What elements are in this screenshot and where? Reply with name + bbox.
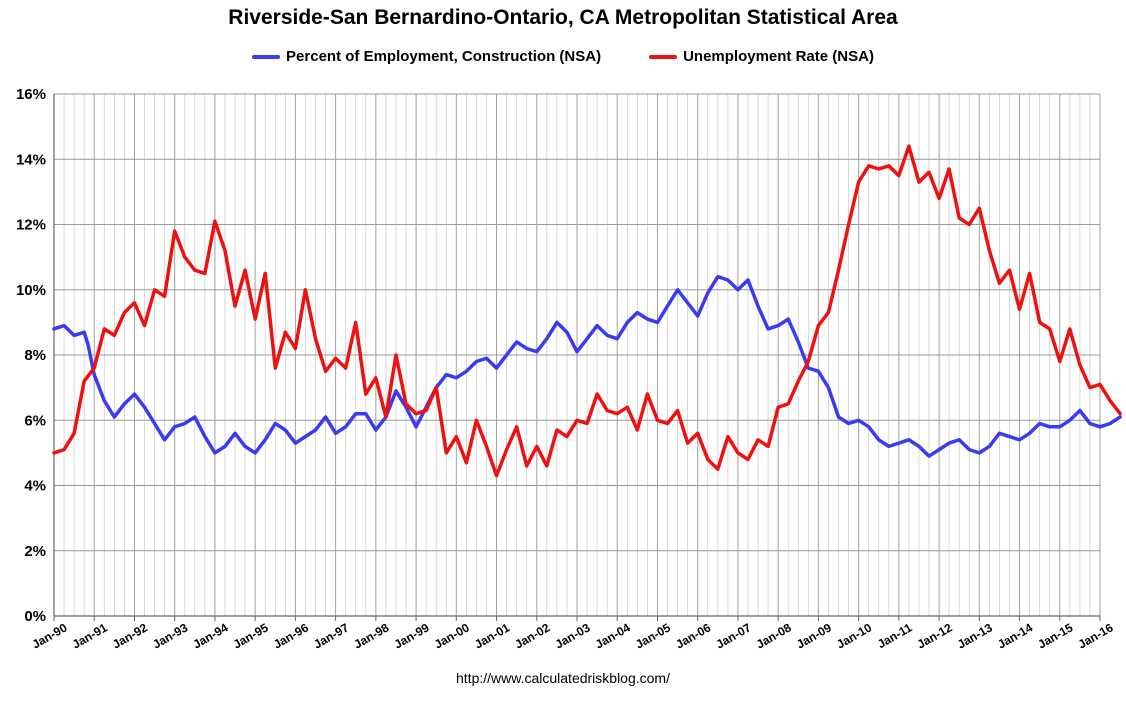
x-tick-label: Jan-14	[995, 620, 1035, 651]
x-tick-label: Jan-15	[1035, 620, 1075, 651]
legend-swatch-construction	[252, 54, 281, 59]
x-tick-label: Jan-04	[593, 620, 633, 651]
legend-entry-unemployment: Unemployment Rate (NSA)	[649, 48, 874, 65]
legend-label-unemployment: Unemployment Rate (NSA)	[683, 48, 874, 65]
x-tick-label: Jan-00	[432, 620, 472, 651]
x-tick-label: Jan-12	[915, 620, 955, 651]
x-tick-label: Jan-07	[713, 620, 753, 651]
chart-title: Riverside-San Bernardino-Ontario, CA Met…	[228, 6, 898, 29]
x-tick-label: Jan-97	[311, 620, 351, 651]
x-tick-label: Jan-05	[633, 620, 673, 651]
x-tick-label: Jan-08	[754, 620, 794, 651]
y-tick-label: 4%	[24, 478, 46, 495]
x-tick-label: Jan-06	[673, 620, 713, 651]
x-tick-label: Jan-09	[794, 620, 834, 651]
y-tick-label: 6%	[24, 412, 46, 429]
x-tick-label: Jan-01	[472, 620, 512, 651]
x-tick-label: Jan-16	[1076, 620, 1116, 651]
x-tick-label: Jan-94	[190, 620, 230, 651]
legend: Percent of Employment, Construction (NSA…	[0, 48, 1126, 65]
x-tick-label: Jan-93	[150, 620, 190, 651]
legend-entry-construction: Percent of Employment, Construction (NSA…	[252, 48, 601, 65]
series-line-unemployment-rate	[52, 144, 1122, 478]
series-line-construction-employment	[52, 274, 1122, 458]
y-tick-label: 0%	[24, 608, 46, 625]
y-tick-label: 10%	[16, 282, 46, 299]
x-tick-label: Jan-10	[834, 620, 874, 651]
x-tick-label: Jan-02	[512, 620, 552, 651]
y-tick-label: 2%	[24, 543, 46, 560]
legend-swatch-unemployment	[649, 54, 678, 59]
x-tick-label: Jan-13	[955, 620, 995, 651]
x-tick-label: Jan-92	[110, 620, 150, 651]
x-tick-label: Jan-96	[271, 620, 311, 651]
gridlines	[53, 93, 1101, 617]
y-tick-label: 14%	[16, 151, 46, 168]
x-tick-label: Jan-99	[392, 620, 432, 651]
source-url: http://www.calculatedriskblog.com/	[456, 670, 670, 686]
x-tick-label: Jan-98	[351, 620, 391, 651]
y-tick-label: 12%	[16, 217, 46, 234]
x-tick-label: Jan-90	[30, 620, 70, 651]
y-tick-label: 16%	[16, 86, 46, 103]
x-tick-label: Jan-91	[70, 620, 110, 651]
legend-label-construction: Percent of Employment, Construction (NSA…	[286, 48, 602, 65]
x-tick-label: Jan-03	[553, 620, 593, 651]
y-tick-label: 8%	[24, 347, 46, 364]
x-tick-label: Jan-95	[231, 620, 271, 651]
series-lines	[52, 144, 1122, 478]
x-tick-label: Jan-11	[875, 620, 915, 651]
